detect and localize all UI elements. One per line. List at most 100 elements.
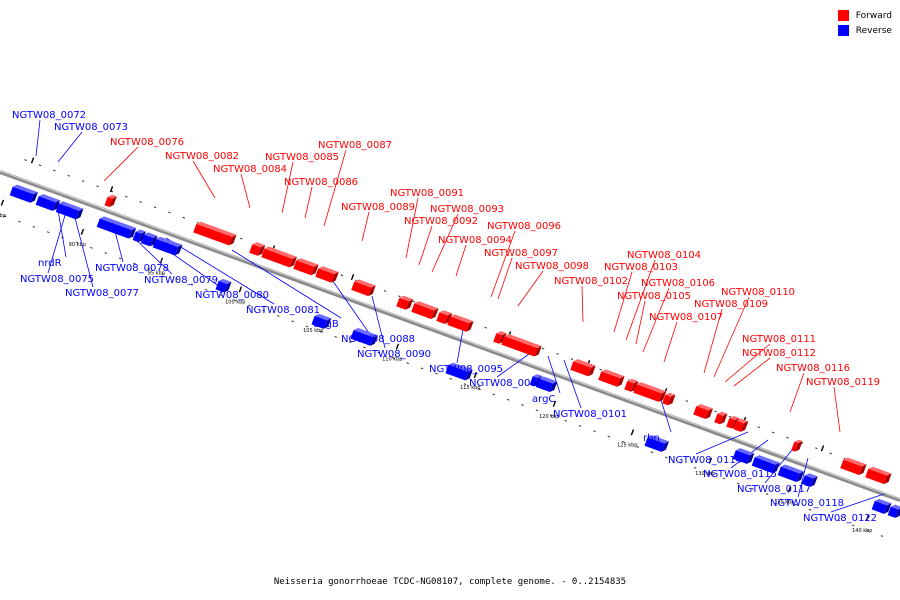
scale-dash (794, 503, 798, 506)
leader-line (797, 457, 809, 498)
forward-gene (791, 439, 803, 452)
gene-label: NGTW08_0094 (438, 235, 512, 246)
leader-line (713, 296, 750, 378)
forward-gene (436, 310, 453, 324)
scale-dash (24, 159, 27, 161)
major-tick (865, 514, 870, 521)
reverse-gene (140, 232, 158, 247)
reverse-gene (801, 473, 818, 487)
scale-dash (506, 398, 510, 401)
tick-label: 110 kbp (382, 357, 402, 363)
leader-line (635, 300, 646, 345)
gene-label: NGTW08_0112 (742, 348, 816, 359)
tick-label: 115 kbp (460, 385, 480, 391)
genome-axis-highlight (0, 170, 900, 500)
scale-dash (348, 341, 352, 344)
forward-gene (447, 314, 474, 332)
scale-dash (463, 383, 467, 385)
gene-label: NGTW08_0117 (737, 484, 811, 495)
scale-dash (320, 330, 323, 333)
leader-line (281, 161, 294, 214)
leader-line (231, 249, 342, 319)
leader-line (57, 209, 67, 258)
gene-label: NGTW08_0087 (318, 140, 392, 151)
leader-line (733, 357, 771, 387)
scale-dash (823, 514, 826, 516)
scale-dash (736, 482, 740, 485)
scale-dash (636, 446, 639, 448)
gene-label: nrdR (38, 258, 62, 269)
scale-dash (205, 288, 208, 291)
major-tick (159, 257, 164, 264)
major-tick (80, 228, 85, 235)
leader-line (830, 493, 885, 513)
gene-label: NGTW08_0092 (404, 216, 478, 227)
scale-dash (728, 415, 732, 418)
tick-label: 100 kbp (225, 300, 245, 306)
scale-dash (492, 393, 496, 396)
reverse-gene (9, 184, 38, 203)
gene-label: NGTW08_0111 (742, 334, 816, 345)
scale-dash (550, 414, 553, 417)
leader-line (703, 308, 723, 374)
gene-label: NGTW08_0115 (703, 469, 777, 480)
scale-dash (420, 367, 424, 370)
reverse-gene (732, 448, 755, 464)
reverse-gene (215, 278, 232, 293)
scale-dash (808, 508, 812, 511)
gene-label: NGTW08_0073 (54, 122, 128, 133)
scale-dash (757, 426, 761, 429)
scale-dash (771, 431, 775, 434)
gene-label: NGTW08_0077 (65, 288, 139, 299)
scale-dash (880, 535, 884, 537)
forward-gene (411, 301, 439, 319)
reverse-gene (63, 204, 84, 220)
scale-dash (38, 164, 42, 167)
reverse-gene (35, 194, 61, 211)
leader-line (304, 186, 313, 219)
forward-gene (249, 242, 266, 256)
scale-dash (133, 262, 136, 265)
forward-swatch (837, 10, 849, 21)
leader-line (418, 225, 433, 266)
scale-dash (435, 372, 438, 375)
leader-line (240, 173, 251, 209)
gene-label: NGTW08_0122 (803, 513, 877, 524)
scale-dash (599, 368, 602, 371)
leader-line (371, 295, 386, 349)
forward-gene (570, 359, 596, 377)
leader-line (165, 237, 275, 305)
reverse-gene (132, 229, 146, 243)
gene-label: NGTW08_0103 (604, 262, 678, 273)
major-tick (350, 274, 355, 281)
gene-label: NGTW08_0078 (95, 263, 169, 274)
gene-label: NGTW08_0089 (341, 202, 415, 213)
gene-label: NGTW08_0119 (806, 377, 880, 388)
gene-label: NGTW08_0118 (770, 498, 844, 509)
tick-label: 105 kbp (303, 328, 323, 334)
leader-line (57, 131, 83, 163)
leader-line (47, 211, 67, 274)
scale-dash (708, 472, 711, 475)
scale-dash (383, 290, 387, 292)
genome-caption: Neisseria gonorrhoeae TCDC-NG08107, comp… (273, 577, 627, 587)
forward-gene (662, 392, 676, 406)
leader-line (361, 211, 370, 242)
gene-label: NGTW08_0080 (195, 290, 269, 301)
scale-dash (90, 246, 93, 249)
gene-label: NGTW08_0084 (213, 164, 287, 175)
gene-label: engB (313, 319, 339, 330)
leader-line (563, 359, 582, 409)
scale-dash (147, 267, 151, 270)
leader-line (833, 386, 841, 433)
gene-label: NGTW08_0090 (357, 349, 431, 360)
scale-dash (46, 231, 50, 234)
major-tick (630, 429, 635, 436)
scale-dash (398, 295, 401, 298)
forward-gene (501, 334, 542, 357)
scale-dash (139, 201, 142, 203)
reverse-gene (751, 455, 780, 474)
forward-gene (733, 418, 749, 432)
scale-dash (722, 477, 726, 480)
